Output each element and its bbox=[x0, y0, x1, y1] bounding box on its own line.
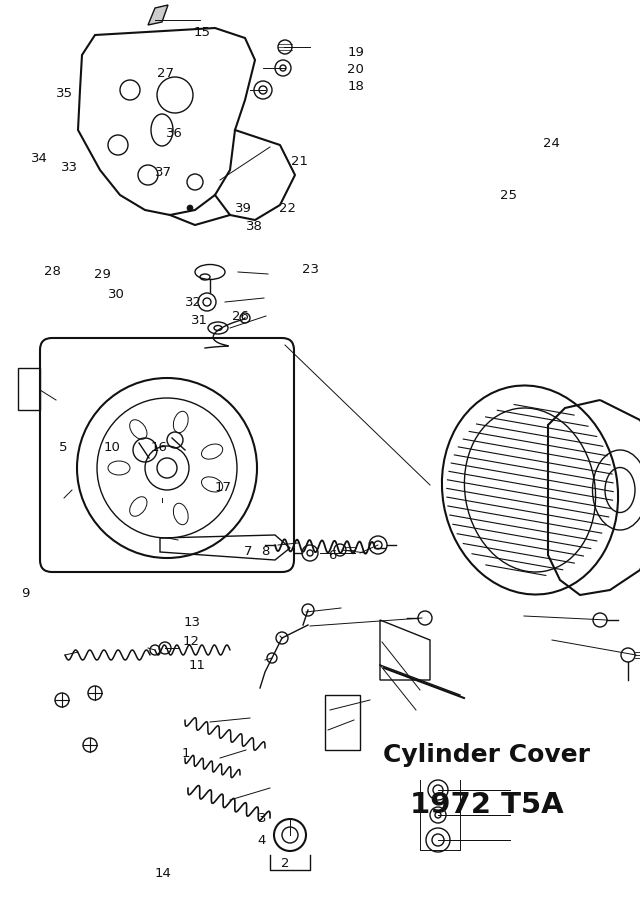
Text: 15: 15 bbox=[193, 26, 210, 39]
Text: 5: 5 bbox=[58, 441, 67, 454]
Text: Cylinder Cover: Cylinder Cover bbox=[383, 743, 590, 767]
Text: 31: 31 bbox=[191, 314, 208, 326]
Text: 11: 11 bbox=[189, 659, 205, 672]
Text: 12: 12 bbox=[182, 636, 199, 648]
Text: 1972 T5A: 1972 T5A bbox=[410, 790, 563, 819]
Text: 10: 10 bbox=[104, 441, 120, 454]
Text: 28: 28 bbox=[44, 265, 61, 278]
Text: 3: 3 bbox=[258, 812, 267, 824]
Text: 14: 14 bbox=[154, 868, 171, 880]
Text: 7: 7 bbox=[244, 546, 253, 558]
Text: 39: 39 bbox=[235, 202, 252, 215]
Text: 38: 38 bbox=[246, 220, 263, 233]
Text: 27: 27 bbox=[157, 67, 173, 80]
Text: 22: 22 bbox=[280, 202, 296, 215]
Text: 35: 35 bbox=[56, 87, 72, 100]
Text: 9: 9 bbox=[21, 587, 30, 600]
Text: 37: 37 bbox=[155, 166, 172, 179]
Text: 13: 13 bbox=[184, 616, 200, 628]
Text: 18: 18 bbox=[348, 80, 364, 93]
Text: 17: 17 bbox=[214, 481, 231, 494]
Text: 4: 4 bbox=[257, 834, 266, 847]
Polygon shape bbox=[148, 5, 168, 25]
Text: 33: 33 bbox=[61, 161, 77, 174]
Text: 24: 24 bbox=[543, 138, 560, 150]
Text: 20: 20 bbox=[348, 63, 364, 76]
Text: 34: 34 bbox=[31, 152, 48, 165]
Text: 29: 29 bbox=[94, 268, 111, 280]
Text: 25: 25 bbox=[500, 190, 517, 202]
Text: 26: 26 bbox=[232, 310, 248, 323]
Text: 32: 32 bbox=[185, 296, 202, 308]
Text: 21: 21 bbox=[291, 156, 308, 168]
Text: 30: 30 bbox=[108, 289, 125, 301]
Text: 36: 36 bbox=[166, 127, 182, 139]
Text: 23: 23 bbox=[302, 263, 319, 276]
Text: 8: 8 bbox=[261, 546, 270, 558]
Text: 16: 16 bbox=[150, 441, 167, 454]
Text: 2: 2 bbox=[280, 857, 289, 869]
Text: 19: 19 bbox=[348, 46, 364, 58]
Text: 6: 6 bbox=[328, 549, 337, 562]
Circle shape bbox=[187, 205, 193, 211]
Text: 1: 1 bbox=[181, 747, 190, 760]
